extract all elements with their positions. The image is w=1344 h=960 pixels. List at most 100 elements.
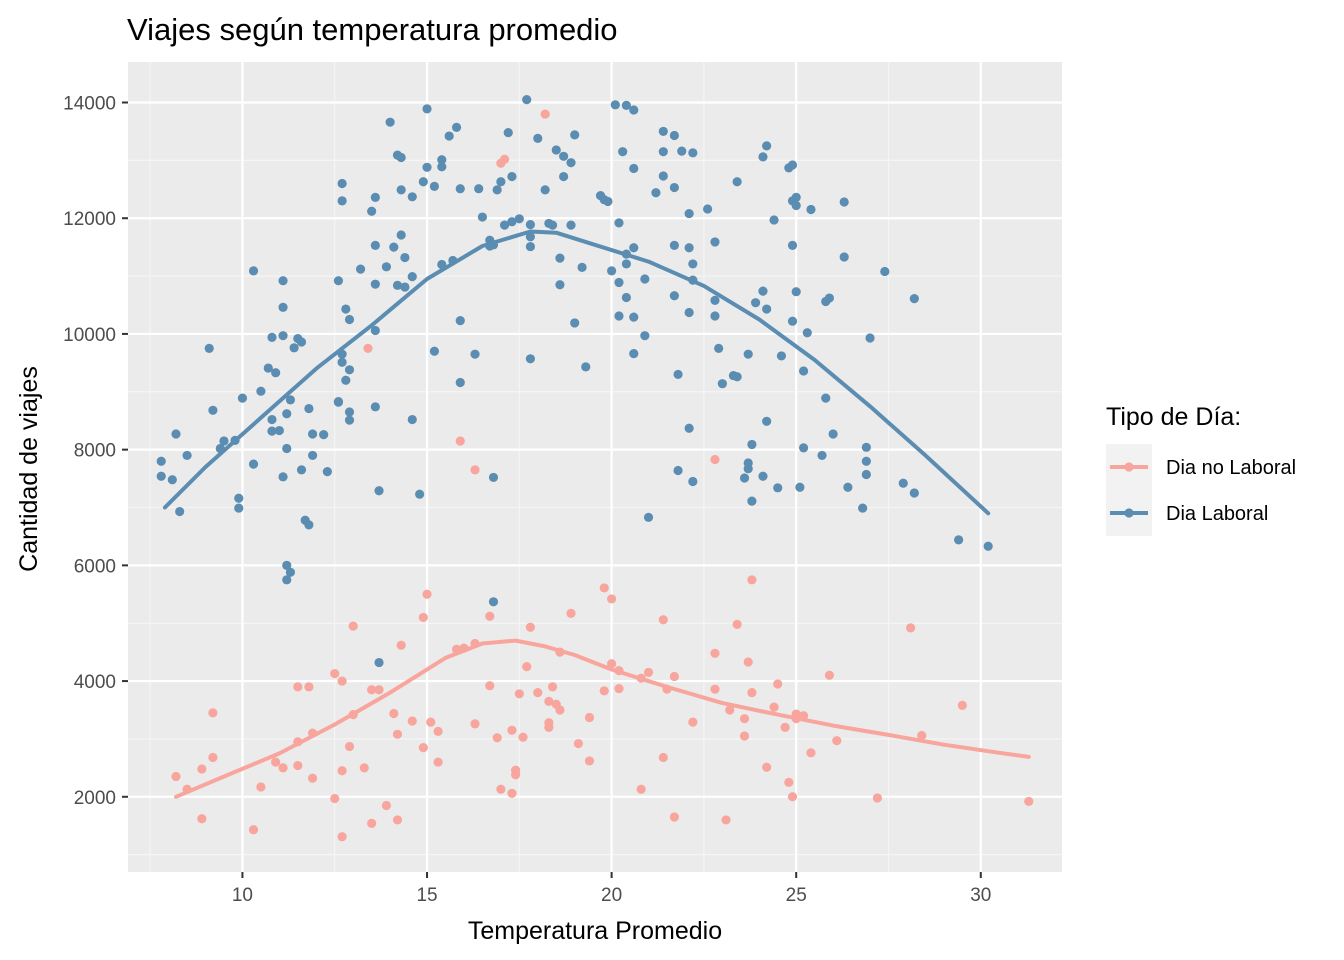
data-point — [861, 442, 871, 452]
data-point — [437, 155, 447, 165]
data-point — [337, 766, 347, 776]
data-point — [470, 349, 480, 359]
data-point — [861, 469, 871, 480]
data-point — [669, 812, 679, 822]
data-point — [798, 443, 809, 453]
data-point — [282, 575, 292, 585]
data-point — [547, 220, 558, 230]
data-point — [614, 218, 624, 228]
data-point — [824, 670, 835, 680]
data-point — [400, 252, 410, 263]
data-point — [739, 714, 750, 724]
data-point — [824, 293, 835, 303]
data-point — [743, 349, 753, 359]
data-point — [470, 465, 480, 475]
data-point — [171, 429, 181, 439]
data-point — [747, 688, 757, 698]
data-point — [271, 757, 281, 767]
data-point — [282, 409, 292, 419]
data-point — [758, 471, 768, 481]
data-point — [762, 141, 772, 151]
data-point — [307, 429, 318, 439]
data-point — [732, 177, 742, 187]
data-point — [954, 535, 964, 545]
data-point — [182, 450, 192, 461]
data-point — [248, 459, 259, 469]
data-point — [392, 280, 403, 290]
data-point — [514, 214, 524, 224]
data-point — [296, 337, 307, 347]
data-point — [344, 314, 355, 325]
data-point — [167, 475, 177, 485]
data-point — [710, 648, 720, 658]
data-point — [684, 307, 694, 318]
data-point — [817, 450, 827, 461]
data-point — [688, 476, 698, 487]
data-point — [607, 659, 617, 669]
data-point — [355, 264, 366, 274]
y-axis: 2000 4000 6000 8000 10000 12000 14000 — [63, 94, 128, 809]
data-point — [248, 825, 259, 835]
data-point — [396, 640, 406, 650]
data-point — [607, 594, 617, 604]
data-point — [555, 253, 565, 263]
data-point — [437, 162, 447, 172]
data-point — [673, 465, 683, 476]
data-point — [906, 623, 916, 633]
data-point — [156, 471, 166, 481]
data-point — [787, 316, 798, 326]
data-point — [566, 220, 576, 230]
data-point — [858, 503, 868, 513]
data-point — [750, 298, 761, 308]
data-point — [721, 815, 731, 825]
data-point — [957, 700, 967, 710]
data-point — [455, 184, 465, 194]
data-point — [293, 760, 303, 771]
data-point — [333, 276, 344, 286]
data-point — [621, 100, 631, 110]
data-point — [204, 343, 214, 353]
data-point — [732, 372, 742, 382]
y-tick-label: 2000 — [74, 788, 116, 809]
data-point — [370, 240, 380, 251]
data-point — [643, 512, 654, 522]
data-point — [573, 738, 583, 749]
data-point — [806, 748, 816, 758]
data-point — [433, 726, 443, 737]
data-point — [433, 757, 443, 767]
data-point — [559, 151, 569, 161]
data-point — [570, 318, 580, 328]
data-point — [337, 676, 347, 686]
data-point — [374, 685, 384, 695]
data-point — [455, 436, 465, 446]
data-point — [319, 430, 329, 440]
data-point — [669, 291, 679, 301]
data-point — [570, 130, 580, 140]
data-point — [344, 365, 355, 375]
legend: Tipo de Día: Dia no Laboral Dia Laboral — [1106, 403, 1296, 536]
data-point — [422, 104, 432, 114]
data-point — [333, 397, 344, 407]
data-point — [566, 158, 576, 168]
data-point — [710, 237, 720, 247]
data-point — [499, 220, 510, 230]
data-point — [643, 667, 654, 677]
data-point — [507, 217, 517, 227]
data-point — [274, 425, 284, 436]
data-point — [577, 262, 587, 272]
data-point — [341, 375, 351, 385]
data-point — [909, 488, 919, 498]
data-point — [488, 597, 499, 607]
data-point — [658, 171, 668, 181]
data-point — [547, 682, 558, 692]
data-point — [1024, 796, 1034, 807]
data-point — [828, 429, 838, 439]
y-tick-label: 6000 — [74, 556, 116, 577]
data-point — [256, 782, 266, 792]
data-point — [732, 619, 742, 629]
data-point — [263, 363, 273, 373]
data-point — [533, 133, 543, 143]
plot-background — [128, 62, 1062, 872]
data-point — [710, 454, 720, 465]
data-point — [370, 279, 380, 289]
